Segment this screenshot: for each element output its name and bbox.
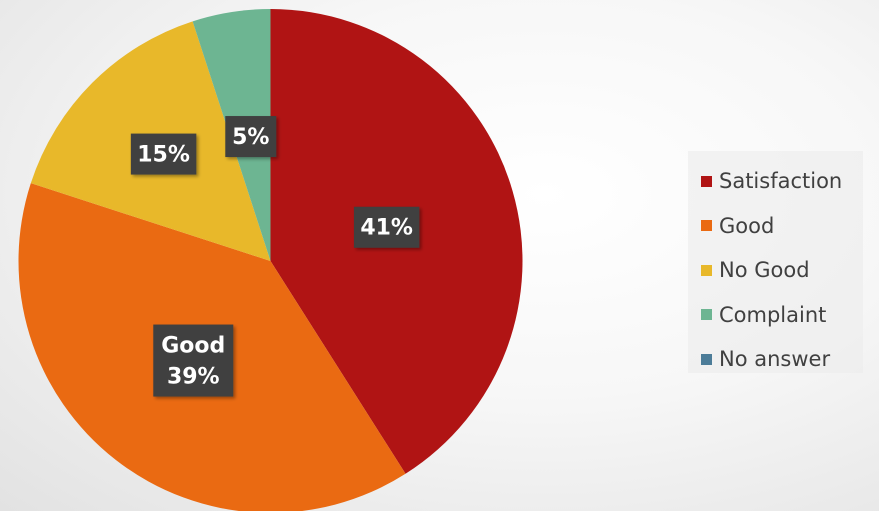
data-label-complaint: 5% <box>225 116 277 158</box>
pie-data-labels: 41% Good 39% 15% 5% <box>130 116 420 397</box>
legend-item-good[interactable]: Good <box>701 204 863 249</box>
legend-item-no-answer[interactable]: No answer <box>701 337 863 382</box>
legend-label-complaint: Complaint <box>719 302 827 327</box>
legend-label-no-answer: No answer <box>719 347 831 372</box>
legend-swatch-no-good <box>701 264 712 276</box>
legend: Satisfaction Good No Good Complaint No a… <box>688 151 863 373</box>
data-label-text: 41% <box>360 216 413 241</box>
data-label-text: Good <box>161 333 225 358</box>
data-label-text: 5% <box>232 125 269 150</box>
data-label-box <box>353 206 420 248</box>
data-label-no-good: 15% <box>130 133 197 175</box>
data-label-text: 39% <box>167 364 220 389</box>
legend-swatch-good <box>701 220 712 232</box>
legend-item-satisfaction[interactable]: Satisfaction <box>701 159 863 204</box>
data-label-good: Good 39% <box>153 324 234 397</box>
legend-label-good: Good <box>719 213 775 238</box>
legend-label-satisfaction: Satisfaction <box>719 169 843 194</box>
legend-label-no-good: No Good <box>719 258 810 283</box>
data-label-satisfaction: 41% <box>353 206 420 248</box>
data-label-box <box>130 133 197 175</box>
legend-swatch-satisfaction <box>701 175 712 187</box>
pie-slices <box>18 9 523 511</box>
legend-swatch-no-answer <box>701 353 712 365</box>
data-label-box <box>225 116 277 158</box>
legend-swatch-complaint <box>701 309 712 321</box>
data-label-box <box>153 324 234 397</box>
legend-item-complaint[interactable]: Complaint <box>701 293 863 338</box>
legend-item-no-good[interactable]: No Good <box>701 248 863 293</box>
data-label-text: 15% <box>137 143 190 168</box>
